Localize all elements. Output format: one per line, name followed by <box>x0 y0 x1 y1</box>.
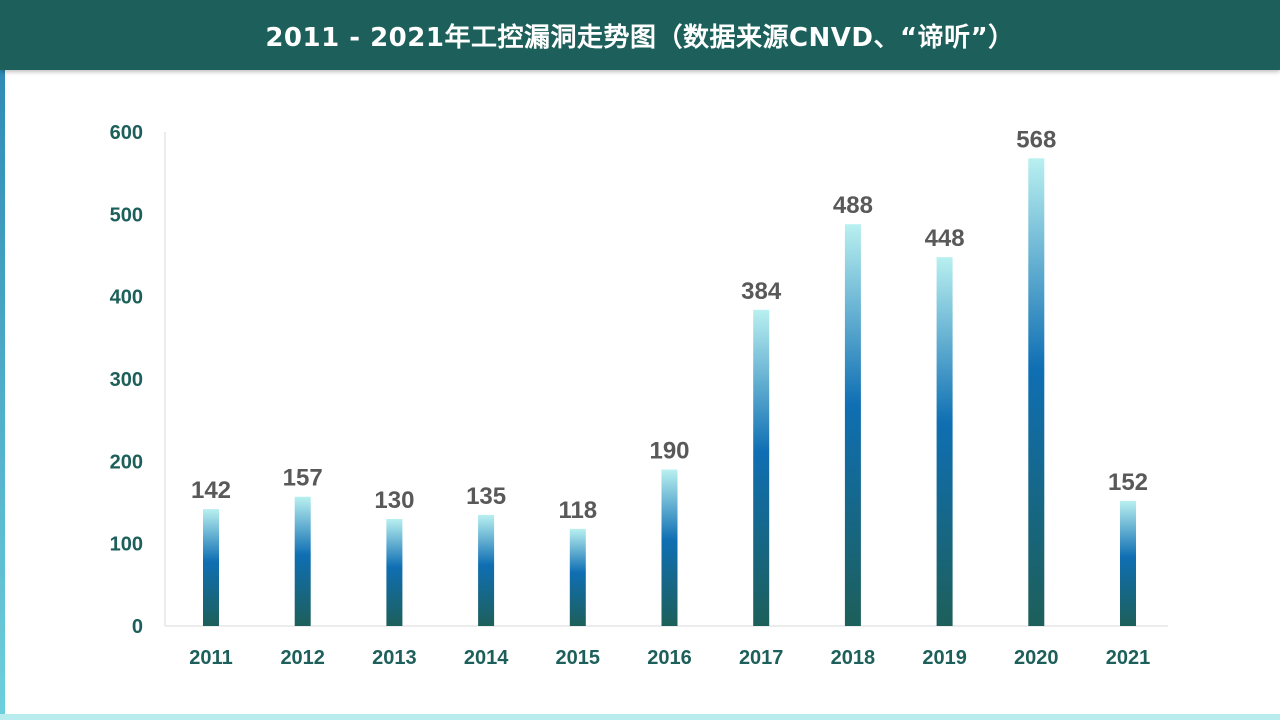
x-tick-label-2014: 2014 <box>464 647 509 669</box>
data-label-2016: 190 <box>649 438 689 465</box>
left-accent-border <box>0 70 5 720</box>
x-tick-label-2013: 2013 <box>372 647 417 669</box>
header-bar: 2011 - 2021年工控漏洞走势图（数据来源CNVD、“谛听”） <box>0 0 1280 70</box>
bar-2019 <box>936 257 953 626</box>
bar-2011 <box>203 509 219 626</box>
x-tick-label-2016: 2016 <box>647 647 692 669</box>
y-tick-label: 300 <box>110 369 143 391</box>
data-label-2011: 142 <box>191 477 231 504</box>
bar-2013 <box>386 518 403 626</box>
data-label-2015: 118 <box>558 497 597 524</box>
data-labels: 142 157 130 135 118 190 384 488 448 568 152 <box>191 126 1148 524</box>
y-tick-label: 400 <box>110 287 143 309</box>
data-label-2013: 130 <box>374 487 414 514</box>
x-tick-label-2015: 2015 <box>556 647 601 669</box>
data-label-2014: 135 <box>466 483 506 510</box>
x-tick-label-2021: 2021 <box>1106 647 1151 669</box>
x-tick-label-2011: 2011 <box>189 647 232 669</box>
bar-2014 <box>478 514 495 626</box>
bar-2020 <box>1028 158 1045 626</box>
data-label-2012: 157 <box>283 465 323 492</box>
x-tick-label-2019: 2019 <box>922 647 967 669</box>
bar-2012 <box>294 496 311 626</box>
bar-2015 <box>569 528 586 626</box>
data-label-2019: 448 <box>925 225 965 252</box>
bar-2017 <box>753 309 770 626</box>
y-tick-label: 600 <box>110 122 143 144</box>
y-axis-ticks: 0 100 200 300 400 500 600 <box>110 122 143 638</box>
x-axis-ticks: 2011 2012 2013 2014 2015 2016 2017 2018 2019 2020… <box>189 647 1150 669</box>
page-title: 2011 - 2021年工控漏洞走势图（数据来源CNVD、“谛听”） <box>265 22 1015 53</box>
x-tick-label-2020: 2020 <box>1014 647 1059 669</box>
bar-2018 <box>844 224 861 627</box>
bar-2021 <box>1120 500 1136 626</box>
data-label-2018: 488 <box>833 192 873 219</box>
x-tick-label-2012: 2012 <box>280 647 325 669</box>
y-tick-label: 200 <box>110 451 143 473</box>
y-tick-label: 0 <box>132 616 143 638</box>
data-label-2021: 152 <box>1108 469 1148 496</box>
y-tick-label: 100 <box>110 534 143 556</box>
bar-series <box>203 158 1136 627</box>
data-label-2020: 568 <box>1016 126 1056 153</box>
x-tick-label-2017: 2017 <box>739 647 784 669</box>
x-tick-label-2018: 2018 <box>831 647 876 669</box>
bar-2016 <box>661 469 678 626</box>
bottom-accent-border <box>0 714 1280 720</box>
data-label-2017: 384 <box>741 278 782 305</box>
y-tick-label: 500 <box>110 204 143 226</box>
